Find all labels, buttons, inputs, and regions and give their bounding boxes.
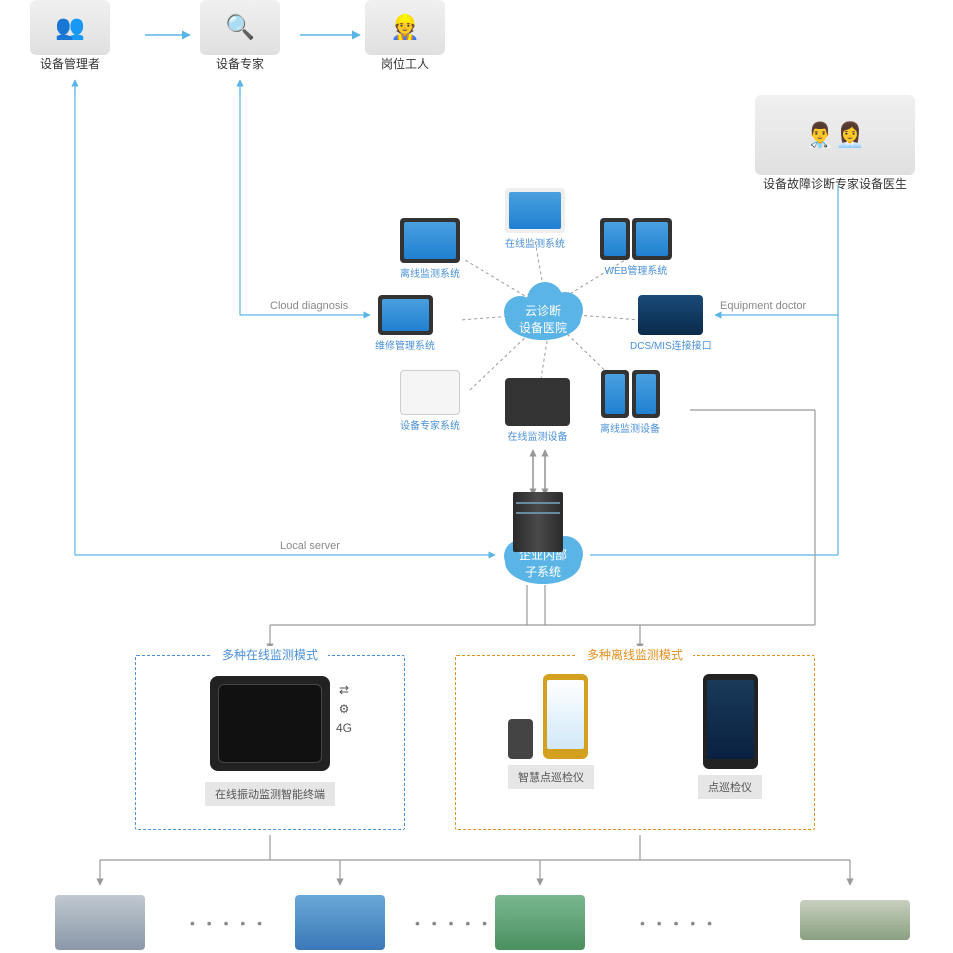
label-local-server: Local server [280,540,340,552]
smart-inspector-icon [543,674,588,759]
spoke-online-sys-label: 在线监测系统 [505,235,565,250]
server-stack [513,492,563,552]
monitor-icon [505,188,565,233]
online-monitoring-box: 多种在线监测模式 ⇄ ⚙ 4G 在线振动监测智能终端 [135,655,405,830]
expert-icon: 🔍 [200,0,280,55]
machine-4 [800,900,910,940]
inspector-icon [703,674,758,769]
offline-box-title: 多种离线监测模式 [577,646,693,663]
handheld-icon [632,370,660,418]
doctor-icon: 👨‍⚕️👩‍💼 [755,95,915,175]
spoke-online-dev: 在线监测设备 [505,378,570,443]
spoke-offline-dev: 离线监测设备 [600,370,660,435]
machine-icon [495,895,585,950]
cloud-center-line1: 云诊断 [503,302,583,319]
cloud-center: 云诊断 设备医院 [503,302,583,336]
spoke-maint-mgmt-label: 维修管理系统 [375,337,435,352]
cloud-local-line2: 子系统 [503,563,583,580]
sensor-icon [508,719,533,759]
machine-icon [295,895,385,950]
interface-icon [638,295,703,335]
offline-monitoring-box: 多种离线监测模式 智慧点巡检仪 点巡检仪 [455,655,815,830]
ellipsis-3: • • • • • [640,915,716,931]
machine-2 [295,895,385,950]
persona-manager: 👥 设备管理者 [30,0,110,72]
manager-icon: 👥 [30,0,110,55]
vibration-terminal-icon [210,676,330,771]
spoke-expert-sys-label: 设备专家系统 [400,417,460,432]
server-icon [513,492,563,552]
online-device-label: 在线振动监测智能终端 [205,782,335,806]
ethernet-icon: ⇄ [336,681,352,700]
label-equipment-doctor: Equipment doctor [720,300,806,312]
offline-device1-label: 智慧点巡检仪 [508,765,594,789]
persona-expert: 🔍 设备专家 [200,0,280,72]
handheld-icon [601,370,629,418]
persona-worker: 👷 岗位工人 [365,0,445,72]
spoke-dcs-mis: DCS/MIS连接接口 [630,295,712,352]
4g-icon: 4G [336,719,352,738]
persona-doctor-label: 设备故障诊断专家设备医生 [735,175,935,192]
label-cloud-diagnosis: Cloud diagnosis [270,300,348,312]
ellipsis-1: • • • • • [190,915,266,931]
laptop-icon [378,295,433,335]
persona-worker-label: 岗位工人 [365,55,445,72]
worker-icon: 👷 [365,0,445,55]
cloud-center-line2: 设备医院 [503,319,583,336]
spoke-online-sys: 在线监测系统 [505,188,565,250]
spoke-web-mgmt-label: WEB管理系统 [600,262,672,277]
spoke-maint-mgmt: 维修管理系统 [375,295,435,352]
spoke-web-mgmt: WEB管理系统 [600,218,672,277]
machine-icon [55,895,145,950]
persona-manager-label: 设备管理者 [30,55,110,72]
laptop-icon [400,218,460,263]
spoke-offline-sys-label: 离线监测系统 [400,265,460,280]
machine-1 [55,895,145,950]
wifi-icon: ⚙ [336,700,352,719]
spoke-dcs-mis-label: DCS/MIS连接接口 [630,337,712,352]
ellipsis-2: • • • • • [415,915,491,931]
expert-sys-icon [400,370,460,415]
tablet-icon [632,218,672,260]
spoke-offline-sys: 离线监测系统 [400,218,460,280]
offline-device2-label: 点巡检仪 [698,775,762,799]
machine-3 [495,895,585,950]
phone-icon [600,218,630,260]
persona-doctor: 👨‍⚕️👩‍💼 设备故障诊断专家设备医生 [735,95,935,192]
online-device-icon [505,378,570,426]
persona-expert-label: 设备专家 [200,55,280,72]
connectivity-icons: ⇄ ⚙ 4G [336,681,352,739]
spoke-offline-dev-label: 离线监测设备 [600,420,660,435]
machine-icon [800,900,910,940]
spoke-expert-sys: 设备专家系统 [400,370,460,432]
spoke-online-dev-label: 在线监测设备 [505,428,570,443]
